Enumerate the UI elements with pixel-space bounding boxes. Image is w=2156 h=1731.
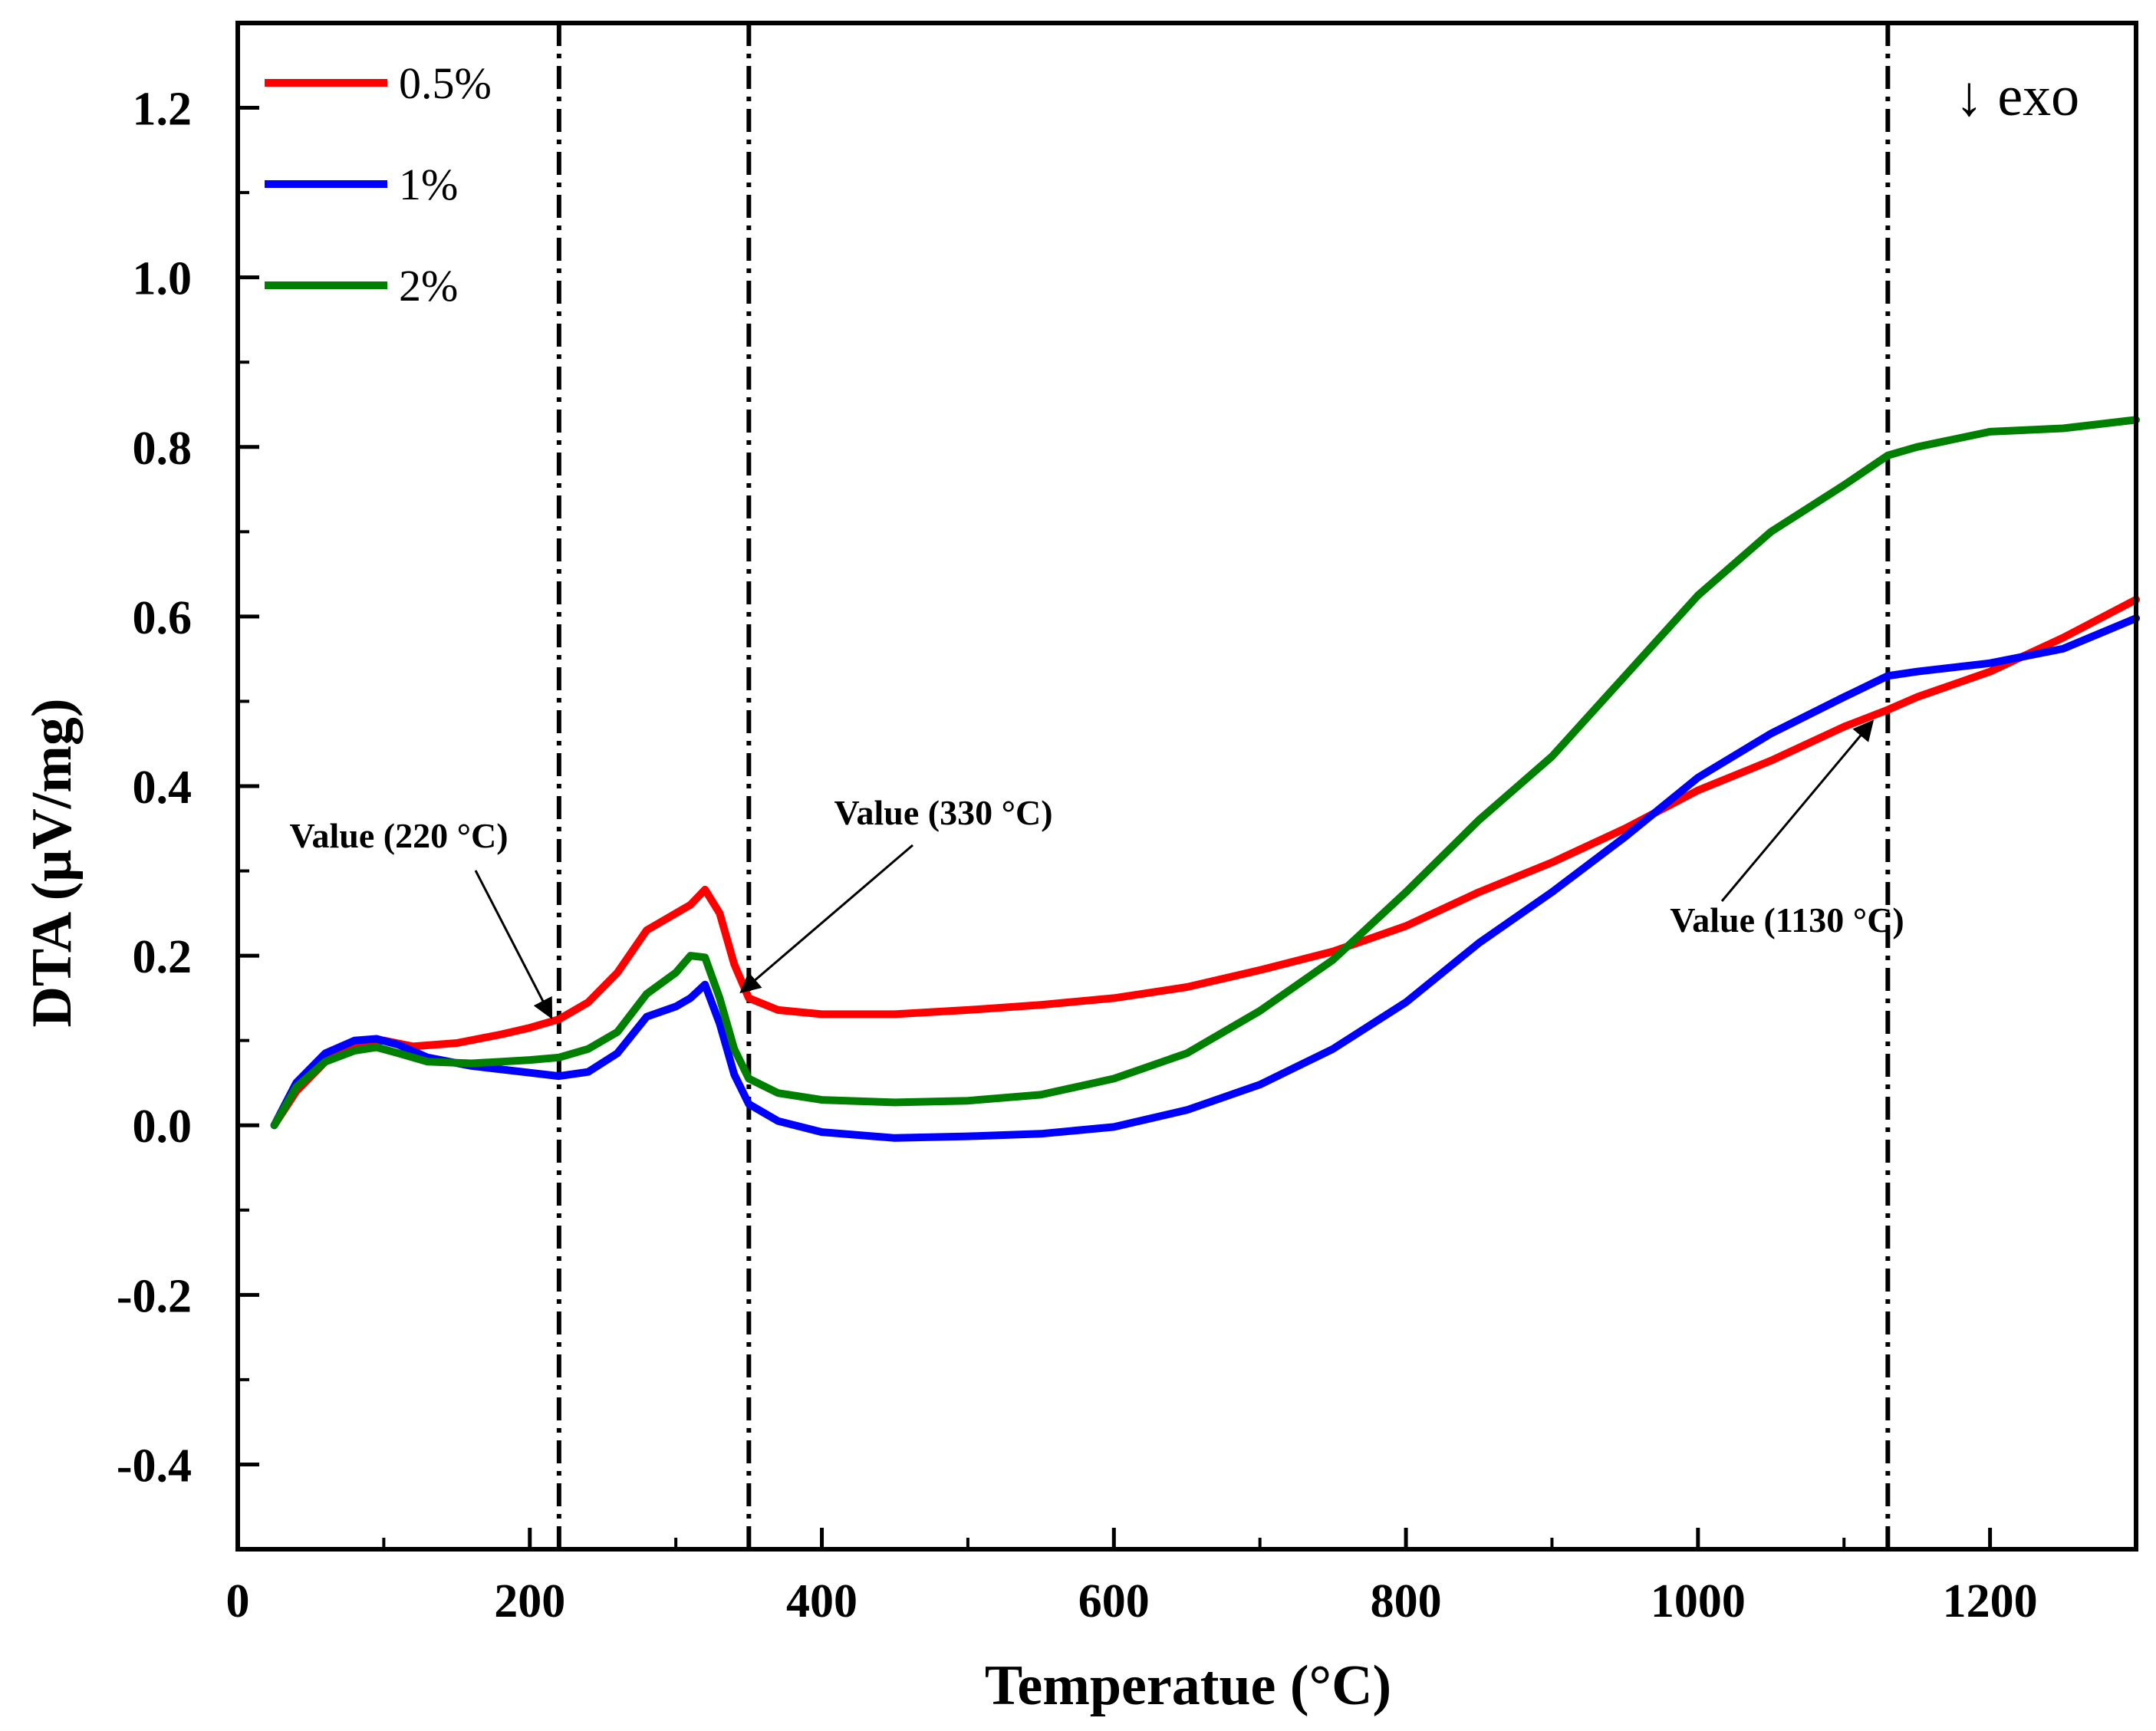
series-line-2pct bbox=[270, 416, 2140, 1130]
annotation-arrow bbox=[739, 844, 913, 994]
y-tick-label: -0.2 bbox=[117, 1270, 192, 1322]
y-tick-label: 0.0 bbox=[133, 1101, 193, 1153]
x-tick-label: 0 bbox=[226, 1575, 250, 1627]
x-tick-label: 600 bbox=[1078, 1575, 1150, 1627]
plot-frame bbox=[235, 21, 2138, 1552]
x-axis-title: Temperatue (°C) bbox=[985, 1654, 1391, 1717]
x-tick-label: 1200 bbox=[1943, 1575, 2038, 1627]
x-tick-label: 1000 bbox=[1651, 1575, 1746, 1627]
y-tick-label: 0.8 bbox=[133, 423, 193, 475]
y-axis-title: DTA (μV/mg) bbox=[21, 698, 84, 1027]
y-tick-label: 0.4 bbox=[133, 762, 193, 814]
annotation-label: Value (1130 °C) bbox=[1670, 900, 1904, 940]
series-line-0-5pct bbox=[270, 595, 2140, 1130]
y-tick-label: 1.0 bbox=[133, 253, 193, 305]
y-tick-label: 1.2 bbox=[133, 84, 193, 136]
x-tick-label: 200 bbox=[494, 1575, 565, 1627]
annotation-label: Value (330 °C) bbox=[834, 793, 1052, 832]
y-tick-label: 0.2 bbox=[133, 931, 193, 983]
x-tick-label: 400 bbox=[786, 1575, 857, 1627]
x-tick-label: 800 bbox=[1371, 1575, 1442, 1627]
annotation-arrow bbox=[1720, 719, 1875, 902]
legend-label: 1% bbox=[399, 160, 458, 209]
annotation-arrow bbox=[474, 870, 553, 1019]
legend-label: 2% bbox=[399, 261, 458, 311]
y-tick-label: -0.4 bbox=[117, 1440, 192, 1492]
y-tick-label: 0.6 bbox=[133, 592, 193, 644]
legend-label: 0.5% bbox=[399, 58, 492, 108]
exo-direction-label: ↓ exo bbox=[1955, 65, 2079, 128]
annotation-label: Value (220 °C) bbox=[289, 816, 508, 855]
